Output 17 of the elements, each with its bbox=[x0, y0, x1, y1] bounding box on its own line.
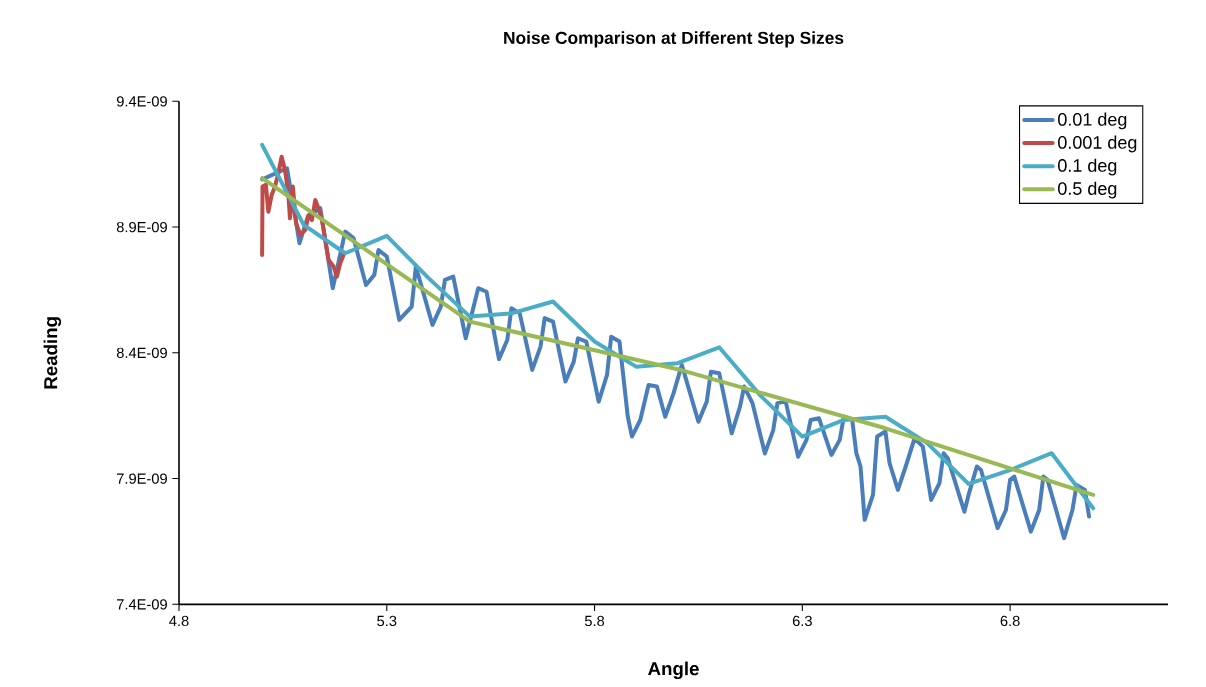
y-tick-label: 8.4E-09 bbox=[116, 347, 167, 359]
x-tick-label: 6.8 bbox=[1000, 615, 1020, 627]
legend-label: 0.001 deg bbox=[1058, 135, 1137, 153]
y-axis-title: Reading bbox=[43, 317, 62, 389]
y-tick-label: 8.9E-09 bbox=[116, 221, 167, 233]
chart-title: Noise Comparison at Different Step Sizes bbox=[504, 31, 844, 48]
y-tick-label: 9.4E-09 bbox=[116, 96, 167, 107]
legend-label: 0.5 deg bbox=[1058, 181, 1117, 199]
y-tick-label: 7.4E-09 bbox=[117, 599, 167, 610]
y-tick-label: 7.9E-09 bbox=[117, 473, 167, 484]
x-tick-label: 5.3 bbox=[377, 615, 397, 627]
x-tick-label: 4.8 bbox=[169, 615, 189, 627]
x-tick-label: 5.8 bbox=[584, 615, 605, 627]
x-axis-title: Angle bbox=[648, 661, 699, 680]
legend-label: 0.1 deg bbox=[1058, 158, 1117, 176]
legend-label: 0.01 deg bbox=[1058, 112, 1127, 130]
x-tick-label: 6.3 bbox=[792, 615, 812, 627]
